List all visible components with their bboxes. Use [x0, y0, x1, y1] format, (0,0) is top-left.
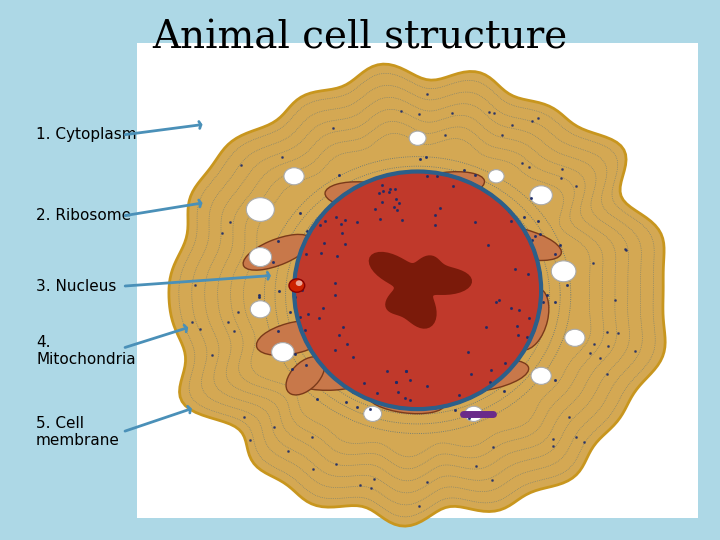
Ellipse shape [286, 357, 325, 395]
Ellipse shape [243, 234, 311, 270]
Ellipse shape [367, 386, 445, 414]
Ellipse shape [564, 329, 585, 346]
Text: 4.
Mitochondria: 4. Mitochondria [36, 335, 135, 367]
Ellipse shape [292, 361, 375, 390]
Ellipse shape [246, 198, 274, 221]
Ellipse shape [256, 320, 332, 355]
Text: 5. Cell
membrane: 5. Cell membrane [36, 416, 120, 448]
Ellipse shape [441, 360, 528, 392]
Polygon shape [369, 252, 472, 329]
Ellipse shape [476, 225, 562, 260]
Ellipse shape [325, 182, 398, 209]
Ellipse shape [407, 172, 485, 200]
Ellipse shape [308, 250, 325, 264]
Ellipse shape [271, 342, 294, 362]
Ellipse shape [552, 261, 576, 282]
Polygon shape [169, 64, 665, 526]
Text: 2. Ribosome: 2. Ribosome [36, 208, 131, 224]
Ellipse shape [530, 186, 552, 205]
Ellipse shape [294, 172, 541, 409]
FancyBboxPatch shape [137, 43, 698, 518]
Ellipse shape [296, 280, 302, 286]
Ellipse shape [409, 131, 426, 145]
Ellipse shape [364, 406, 382, 421]
Ellipse shape [284, 168, 304, 185]
Ellipse shape [511, 288, 549, 350]
Ellipse shape [289, 279, 305, 292]
Text: 1. Cytoplasm: 1. Cytoplasm [36, 127, 137, 143]
Ellipse shape [465, 406, 482, 421]
Ellipse shape [531, 367, 552, 384]
Text: 3. Nucleus: 3. Nucleus [36, 279, 117, 294]
Ellipse shape [251, 301, 271, 318]
Ellipse shape [488, 170, 504, 183]
Ellipse shape [249, 247, 271, 267]
Text: Animal cell structure: Animal cell structure [153, 19, 567, 56]
